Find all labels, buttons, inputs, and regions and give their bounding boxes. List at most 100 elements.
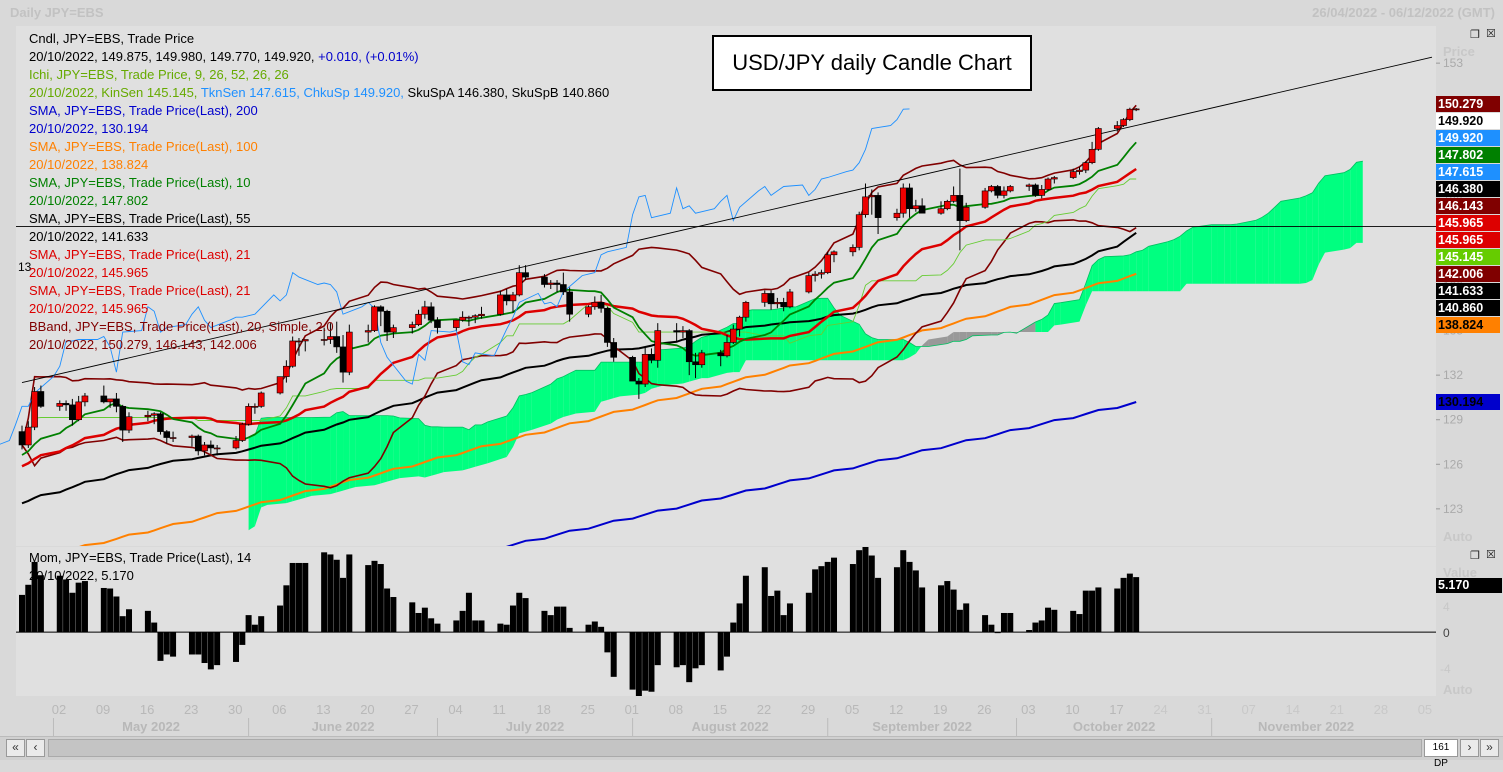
day-tick-label: 12 bbox=[889, 702, 903, 717]
scrollbar-thumb[interactable] bbox=[48, 739, 1422, 757]
cloud-segment bbox=[1231, 224, 1237, 284]
momentum-bar bbox=[919, 587, 925, 632]
candle-body bbox=[630, 357, 636, 381]
momentum-bar bbox=[126, 609, 132, 632]
momentum-bar bbox=[290, 563, 296, 632]
candle-body bbox=[258, 393, 264, 406]
scroll-end-icon[interactable]: » bbox=[1480, 739, 1499, 757]
candle-body bbox=[1095, 129, 1101, 150]
candle-body bbox=[1089, 149, 1095, 162]
candle-body bbox=[812, 274, 818, 275]
candle-body bbox=[1114, 126, 1120, 129]
momentum-bar bbox=[504, 625, 510, 632]
cloud-segment bbox=[1319, 176, 1325, 265]
legend-line: 20/10/2022, 130.194 bbox=[29, 120, 609, 138]
momentum-bar bbox=[283, 585, 289, 632]
cloud-segment bbox=[400, 418, 419, 478]
momentum-bar bbox=[869, 556, 875, 633]
momentum-bar bbox=[246, 615, 252, 632]
legend-line: 20/10/2022, 141.633 bbox=[29, 228, 609, 246]
price-axis-title: Price bbox=[1443, 44, 1475, 59]
cloud-segment bbox=[1180, 231, 1186, 291]
candle-body bbox=[951, 195, 957, 201]
momentum-axis-auto[interactable]: Auto bbox=[1443, 682, 1473, 697]
momentum-bar bbox=[913, 570, 919, 632]
momentum-bar bbox=[120, 616, 126, 632]
price-label: 147.615 bbox=[1436, 164, 1500, 180]
candle-body bbox=[246, 406, 252, 424]
cloud-segment bbox=[1268, 207, 1274, 284]
candle-body bbox=[82, 396, 88, 402]
day-tick-label: 03 bbox=[1021, 702, 1035, 717]
momentum-bar bbox=[372, 561, 378, 632]
momentum-bar bbox=[743, 576, 749, 632]
scroll-left-icon[interactable]: ‹ bbox=[26, 739, 45, 757]
momentum-bar bbox=[258, 616, 264, 632]
candle-body bbox=[1083, 163, 1089, 170]
momentum-tick-0: 0 bbox=[1443, 626, 1450, 640]
month-label: August 2022 bbox=[691, 719, 768, 734]
candle-body bbox=[806, 276, 812, 292]
day-tick-label: 13 bbox=[316, 702, 330, 717]
momentum-bar bbox=[277, 606, 283, 633]
momentum-bar bbox=[233, 632, 239, 662]
price-label: 146.143 bbox=[1436, 198, 1500, 214]
momentum-bar bbox=[862, 547, 868, 632]
candle-body bbox=[214, 448, 220, 449]
candle-body bbox=[611, 342, 617, 357]
cloud-segment bbox=[1281, 198, 1300, 284]
candle-body bbox=[787, 292, 793, 307]
candle-body bbox=[730, 329, 736, 342]
candle-body bbox=[995, 186, 1001, 195]
momentum-bar bbox=[1001, 613, 1007, 632]
momentum-bar bbox=[642, 632, 648, 691]
price-axis-auto[interactable]: Auto bbox=[1443, 529, 1473, 544]
legend-line: SMA, JPY=EBS, Trade Price(Last), 21 bbox=[29, 282, 609, 300]
cloud-segment bbox=[469, 425, 475, 469]
day-tick-label: 28 bbox=[1374, 702, 1388, 717]
close-icon[interactable]: ☒ bbox=[1486, 27, 1496, 40]
cloud-segment bbox=[1275, 201, 1281, 283]
momentum-bar bbox=[963, 603, 969, 632]
cloud-segment bbox=[1218, 225, 1224, 284]
cloud-segment bbox=[444, 427, 463, 472]
momentum-bar bbox=[768, 596, 774, 632]
momentum-bar bbox=[321, 552, 327, 632]
momentum-bar bbox=[951, 590, 957, 633]
momentum-bar bbox=[548, 615, 554, 632]
cloud-segment bbox=[551, 379, 557, 424]
cloud-segment bbox=[261, 417, 267, 507]
momentum-bar bbox=[453, 620, 459, 632]
cloud-segment bbox=[1300, 196, 1306, 284]
cloud-segment bbox=[1174, 236, 1180, 291]
candle-body bbox=[151, 414, 157, 415]
candle-body bbox=[63, 403, 69, 404]
momentum-bar bbox=[195, 632, 201, 654]
cloud-segment bbox=[419, 419, 425, 478]
momentum-bar bbox=[101, 588, 107, 632]
day-tick-label: 04 bbox=[448, 702, 462, 717]
momentum-bar bbox=[151, 623, 157, 633]
candle-body bbox=[913, 206, 919, 209]
day-tick-label: 24 bbox=[1153, 702, 1167, 717]
momentum-bar bbox=[875, 578, 881, 632]
momentum-bar bbox=[592, 622, 598, 633]
momentum-bar bbox=[680, 632, 686, 665]
zoom-label[interactable]: 161 DP bbox=[1424, 739, 1458, 757]
day-tick-label: 02 bbox=[52, 702, 66, 717]
candle-body bbox=[1001, 191, 1007, 195]
momentum-bar bbox=[510, 606, 516, 633]
momentum-bar bbox=[434, 624, 440, 633]
candle-body bbox=[101, 396, 107, 402]
momentum-bar bbox=[1007, 613, 1013, 632]
scroll-start-icon[interactable]: « bbox=[6, 739, 25, 757]
candle-body bbox=[850, 247, 856, 251]
cloud-segment bbox=[463, 427, 469, 470]
cloud-segment bbox=[1325, 173, 1344, 253]
candle-body bbox=[113, 399, 119, 406]
scroll-right-icon[interactable]: › bbox=[1460, 739, 1479, 757]
legend-line: Cndl, JPY=EBS, Trade Price bbox=[29, 30, 609, 48]
restore-icon[interactable]: ❐ bbox=[1470, 28, 1480, 41]
momentum-bar bbox=[724, 632, 730, 656]
